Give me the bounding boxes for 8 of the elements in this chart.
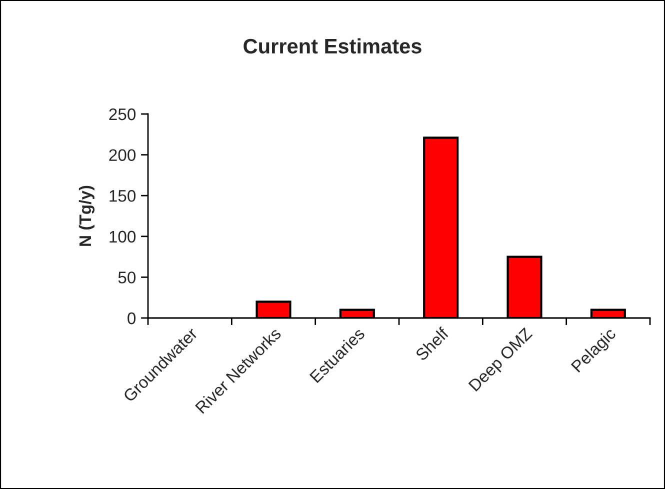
y-tick-label: 100 <box>110 230 136 243</box>
y-tick-label: 50 <box>118 272 136 284</box>
y-axis-title: N (Tg/y) <box>78 186 94 246</box>
y-tick-label: 0 <box>128 312 136 324</box>
y-tick-label: 250 <box>109 108 136 120</box>
chart-title: Current Estimates <box>244 38 422 54</box>
y-tick-label: 150 <box>110 190 136 202</box>
y-tick-label: 200 <box>109 149 136 162</box>
